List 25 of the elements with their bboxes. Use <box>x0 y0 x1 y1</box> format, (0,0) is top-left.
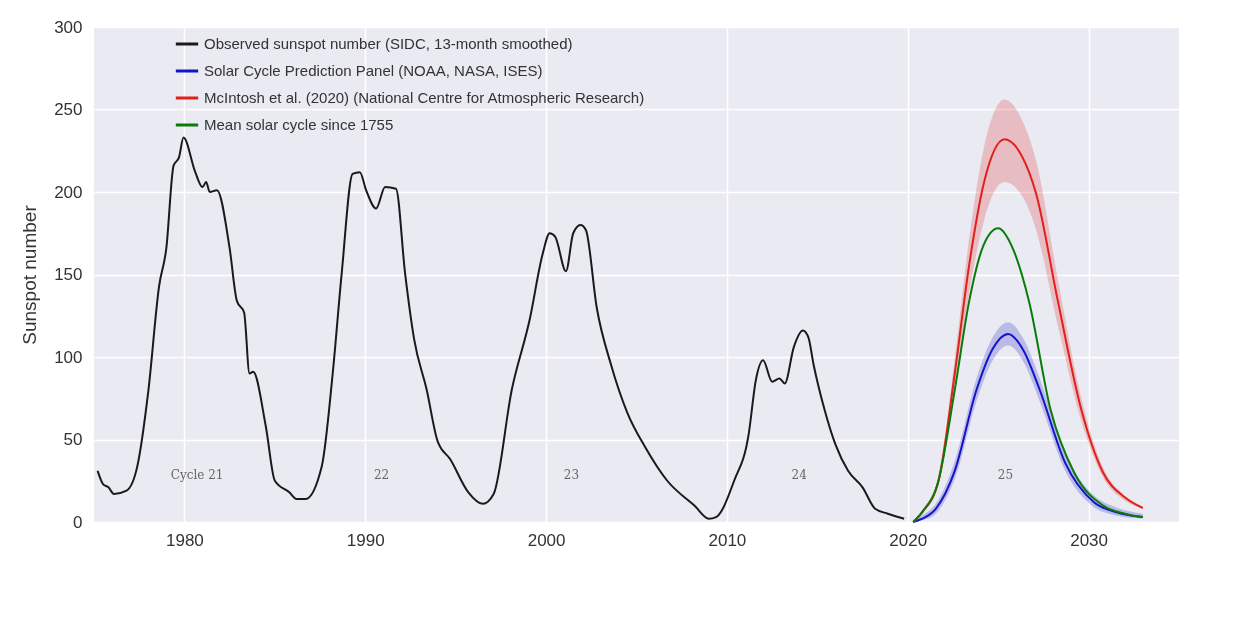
y-tick-label: 300 <box>54 17 83 37</box>
annotation: Cycle 21 <box>170 467 224 482</box>
y-tick-label: 200 <box>54 182 83 202</box>
x-tick-label: 2010 <box>708 530 747 550</box>
y-tick-label: 0 <box>73 512 83 532</box>
x-tick-label: 2030 <box>1070 530 1108 550</box>
x-tick-label: 2000 <box>527 530 566 550</box>
line-series <box>96 136 906 520</box>
legend-label: Solar Cycle Prediction Panel (NOAA, NASA, ISES) <box>204 62 543 79</box>
x-tick-label: 1980 <box>166 530 204 550</box>
legend-label: Mean solar cycle since 1755 <box>204 116 394 133</box>
x-tick-label: 1990 <box>346 530 385 550</box>
annotation: 23 <box>563 467 580 482</box>
y-tick-label: 150 <box>54 265 83 284</box>
legend-label: Observed sunspot number (SIDC, 13-month smoothed) <box>204 35 573 52</box>
line-series <box>912 227 1144 523</box>
x-tick-label: 2020 <box>889 530 928 550</box>
y-tick-label: 100 <box>54 347 83 367</box>
y-tick-label: 250 <box>54 100 83 119</box>
legend-label: McIntosh et al. (2020) (National Centre for Atmospheric Research) <box>204 89 645 106</box>
annotation: 25 <box>997 467 1014 482</box>
annotation: 22 <box>373 467 390 482</box>
annotation: 24 <box>791 467 808 482</box>
y-tick-label: 50 <box>63 430 83 449</box>
y-axis-title: Sunspot number <box>19 204 41 345</box>
